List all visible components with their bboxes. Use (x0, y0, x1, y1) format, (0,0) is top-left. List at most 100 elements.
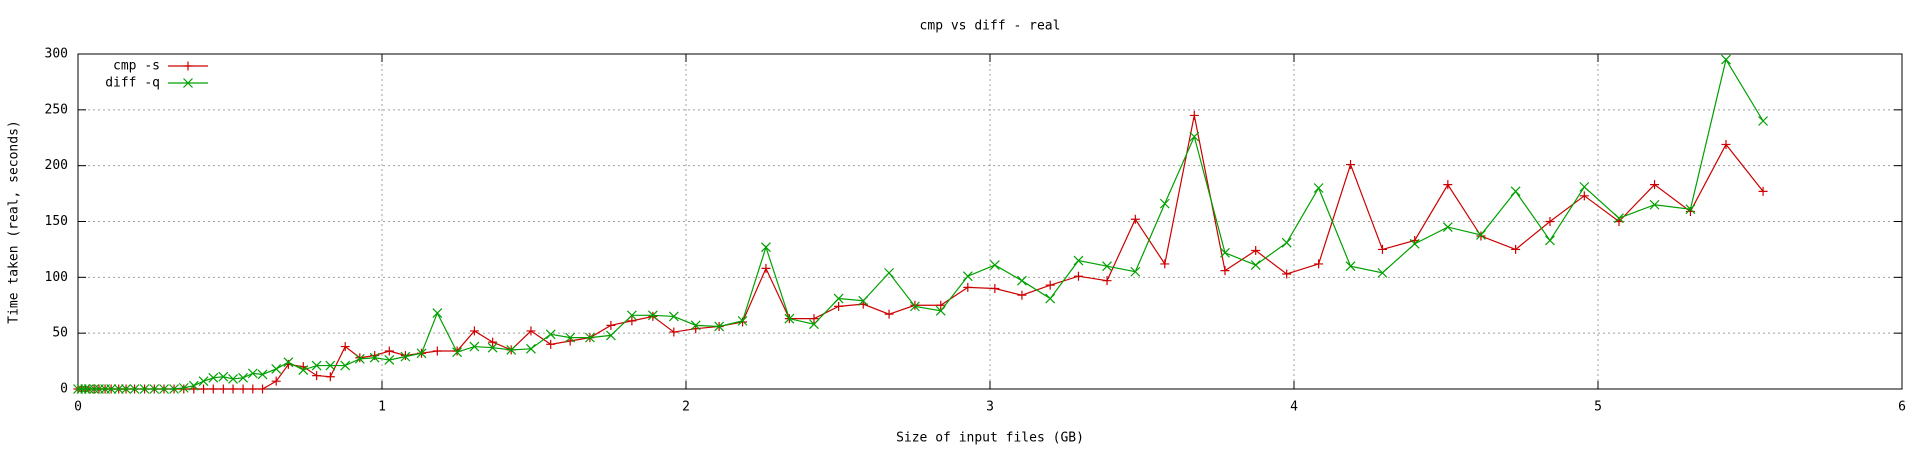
point (962, 271, 973, 282)
point (1545, 235, 1555, 246)
point (1721, 54, 1731, 65)
point (506, 344, 517, 355)
point (990, 284, 1000, 293)
point (416, 348, 427, 359)
point (139, 384, 150, 394)
point (1016, 275, 1027, 286)
point (936, 300, 946, 310)
point (247, 368, 258, 379)
point (963, 282, 973, 292)
x-tick-label: 6 (1898, 400, 1906, 415)
series-line (78, 58, 1764, 390)
point (761, 263, 771, 273)
point (469, 326, 479, 336)
point (129, 384, 140, 394)
x-tick-label: 3 (986, 400, 994, 415)
point (188, 380, 199, 391)
y-tick-label: 50 (52, 326, 68, 341)
point (1045, 280, 1055, 290)
point (989, 260, 1000, 270)
point (761, 242, 771, 253)
point (585, 332, 595, 343)
point (325, 372, 335, 382)
point (884, 267, 894, 278)
point (1314, 259, 1324, 269)
point (248, 384, 258, 394)
point (169, 384, 179, 394)
x-tick-label: 1 (378, 400, 386, 415)
y-tick-label: 0 (60, 382, 68, 397)
point (257, 369, 268, 380)
point (121, 384, 131, 394)
point (89, 384, 100, 394)
point (647, 310, 658, 321)
series-line (78, 115, 1764, 390)
point (218, 371, 229, 382)
point (218, 384, 228, 394)
point (1281, 237, 1292, 248)
point (526, 326, 536, 336)
point (298, 365, 309, 375)
point (1579, 181, 1590, 192)
y-tick-label: 250 (45, 102, 68, 117)
point (1282, 269, 1292, 279)
point (1250, 260, 1261, 270)
point (208, 372, 219, 383)
point (469, 341, 480, 352)
x-axis-label: Size of input files (GB) (896, 431, 1084, 446)
point (1510, 186, 1521, 197)
plot-frame (77, 53, 1903, 390)
point (1650, 180, 1660, 190)
point (1159, 198, 1170, 209)
point (149, 384, 160, 394)
point (1579, 191, 1589, 201)
point (669, 327, 679, 337)
y-tick-label: 200 (45, 158, 68, 173)
point (1442, 222, 1453, 233)
point (809, 314, 819, 324)
point (1160, 259, 1170, 269)
point (400, 351, 411, 362)
point (179, 384, 189, 394)
point (1721, 139, 1731, 149)
point (1476, 229, 1486, 240)
point (565, 332, 576, 343)
point (627, 316, 637, 326)
point (432, 308, 443, 318)
point (1313, 183, 1324, 193)
point (1220, 266, 1230, 276)
point (1189, 110, 1199, 120)
point (1545, 217, 1555, 226)
point (858, 295, 869, 306)
point (312, 371, 322, 381)
point (1189, 131, 1200, 142)
point (1685, 204, 1696, 215)
point (1758, 116, 1768, 126)
point (884, 309, 894, 319)
point (283, 357, 294, 368)
point (1102, 261, 1112, 272)
x-tick-label: 5 (1594, 400, 1602, 415)
point (325, 360, 336, 371)
point (488, 337, 498, 347)
point (452, 347, 463, 358)
point (228, 374, 238, 384)
point (935, 305, 946, 316)
point (1614, 213, 1624, 224)
y-axis-label: Time taken (real, seconds) (7, 120, 22, 324)
point (432, 346, 442, 356)
point (690, 320, 701, 331)
point (1251, 246, 1261, 256)
point (355, 353, 365, 363)
point (546, 339, 556, 349)
point (626, 310, 637, 321)
legend-label: cmp -s (113, 59, 160, 74)
point (1102, 276, 1112, 286)
point (228, 384, 238, 394)
point (1045, 293, 1056, 304)
point (606, 320, 616, 330)
point (1130, 266, 1141, 277)
point (106, 384, 117, 394)
x-tick-label: 0 (74, 400, 82, 415)
